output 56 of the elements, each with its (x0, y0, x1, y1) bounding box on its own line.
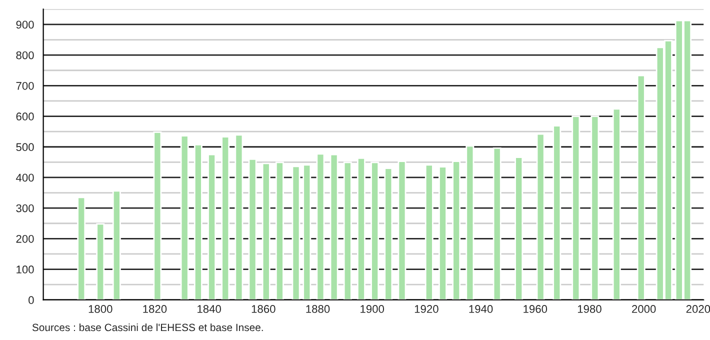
y-tick-label: 700 (16, 82, 34, 90)
bar (370, 162, 380, 300)
bar (262, 162, 270, 300)
bar (424, 164, 434, 300)
bar (536, 133, 545, 300)
x-tick-label: 1800 (88, 305, 112, 313)
bar (194, 144, 202, 300)
y-tick-label: 600 (16, 112, 34, 120)
y-tick-label: 100 (16, 266, 34, 274)
x-tick-label: 1980 (578, 305, 602, 313)
x-tick-label: 1880 (306, 305, 330, 313)
bar (248, 158, 257, 300)
x-tick-label: 1960 (524, 305, 548, 313)
bar (330, 154, 338, 300)
bar (572, 116, 580, 300)
bar (466, 145, 474, 300)
x-tick-label: 1940 (469, 305, 493, 313)
y-tick-label: 200 (16, 234, 34, 243)
y-tick-label: 300 (16, 204, 34, 212)
x-tick-label: 1920 (414, 305, 438, 313)
bar (343, 162, 352, 300)
bar (514, 156, 524, 300)
bar (302, 164, 312, 300)
y-tick-label: 400 (16, 174, 34, 182)
source-note: Sources : base Cassini de l'EHESS et base Insee. (32, 323, 263, 332)
bar (384, 168, 393, 300)
bar (77, 196, 86, 300)
x-tick-label: 1840 (198, 305, 221, 313)
x-tick-label: 1900 (360, 305, 384, 313)
bar (452, 160, 461, 300)
bar (96, 223, 105, 300)
bar (492, 147, 502, 300)
bar (552, 125, 562, 300)
bar (208, 154, 216, 300)
x-tick-label: 2000 (632, 305, 656, 313)
bar (180, 135, 189, 300)
y-tick-label: 500 (16, 143, 34, 152)
bar (221, 136, 230, 300)
bar (275, 162, 284, 300)
bar (112, 190, 121, 300)
y-tick-label: 900 (16, 20, 34, 29)
x-tick-label: 1860 (252, 305, 276, 313)
y-tick-label: 0 (28, 296, 34, 304)
bar (438, 166, 447, 300)
bar (612, 108, 621, 300)
bar (292, 166, 300, 300)
bar (357, 158, 366, 300)
x-tick-label: 2020 (686, 305, 710, 313)
bar (398, 160, 406, 300)
bar (234, 134, 244, 300)
bar (636, 74, 646, 300)
bar (590, 116, 600, 300)
x-tick-label: 1820 (143, 305, 167, 313)
bar (153, 131, 162, 300)
bar (316, 153, 325, 300)
y-tick-label: 800 (16, 51, 34, 60)
